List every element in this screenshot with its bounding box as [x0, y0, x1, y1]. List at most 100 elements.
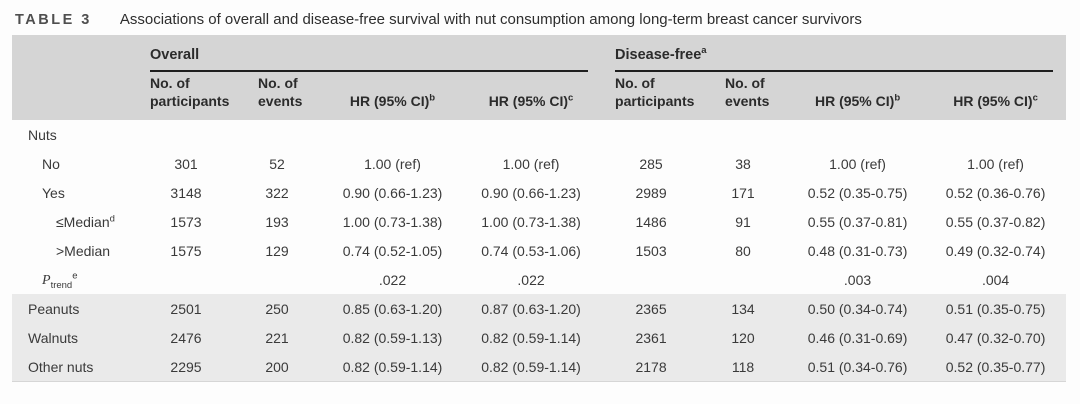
- column-header-df-hr-c: HR (95% CI)c: [925, 72, 1067, 120]
- table-row: Peanuts 2501 250 0.85 (0.63-1.20) 0.87 (0.63…: [12, 294, 1067, 323]
- column-header-overall-hr-b: HR (95% CI)b: [325, 72, 460, 120]
- cell: .022: [517, 271, 545, 288]
- table-row: Ptrende .022 .022 .003 .004: [12, 265, 1066, 294]
- cell: [722, 265, 790, 294]
- cell: 52: [269, 155, 285, 172]
- cell: 118: [722, 352, 791, 382]
- cell: 0.51 (0.34-0.76): [790, 352, 926, 382]
- table-number: TABLE 3: [15, 12, 92, 28]
- cell: 0.47 (0.32-0.70): [925, 323, 1067, 352]
- cell: 0.52 (0.36-0.76): [945, 184, 1046, 201]
- cell: [255, 120, 325, 149]
- row-label: Other nuts: [12, 352, 147, 382]
- row-label-header: [12, 72, 147, 120]
- table-caption: Associations of overall and disease-free…: [119, 11, 862, 28]
- cell: .022: [378, 271, 407, 288]
- cell: 1503: [635, 242, 667, 259]
- cell: [147, 120, 255, 149]
- group-header-disease-free: Disease-freea: [612, 35, 1067, 72]
- cell: [790, 120, 925, 149]
- cell: 1.00 (ref): [967, 155, 1024, 172]
- cell: [612, 120, 722, 149]
- group-label-disease-free: Disease-free: [615, 47, 702, 63]
- row-label: ≤Mediand: [56, 212, 115, 230]
- cell: 0.55 (0.37-0.81): [807, 213, 908, 230]
- row-label: >Median: [56, 242, 111, 259]
- table-row: Yes 3148 322 0.90 (0.66-1.23) 0.90 (0.66-1.2…: [12, 178, 1066, 207]
- column-header-overall-hr-c: HR (95% CI)c: [460, 72, 613, 120]
- cell: 0.52 (0.35-0.75): [807, 184, 908, 201]
- cell: 1.00 (0.73-1.38): [342, 213, 443, 230]
- cell: 2476: [147, 323, 255, 352]
- column-header-df-events: No. of events: [722, 72, 791, 120]
- table-row: Walnuts 2476 221 0.82 (0.59-1.13) 0.82 (0.59…: [12, 323, 1067, 352]
- group-underline: [615, 70, 1054, 72]
- cell: 3148: [170, 184, 202, 201]
- table-body: Nuts No 301 52 1.00 (ref) 1.00 (ref) 285 38 1.00…: [12, 120, 1067, 382]
- cell: 285: [639, 155, 663, 172]
- cell: [325, 120, 460, 149]
- group-label-overall: Overall: [150, 47, 200, 63]
- cell: .004: [981, 271, 1010, 288]
- cell: 0.55 (0.37-0.82): [945, 213, 1046, 230]
- cell: 1.00 (0.73-1.38): [481, 213, 581, 230]
- cell: 0.82 (0.59-1.14): [460, 323, 613, 352]
- cell: 200: [255, 352, 325, 382]
- cell: 2361: [612, 323, 723, 352]
- cell: 0.74 (0.52-1.05): [342, 242, 443, 259]
- table-row: ≤Mediand 1573 193 1.00 (0.73-1.38) 1.00 (0.7…: [12, 207, 1066, 236]
- column-header-df-participants: No. of participants: [612, 72, 723, 120]
- group-footnote-marker: a: [701, 45, 707, 57]
- cell: 301: [174, 155, 198, 172]
- cell: 1.00 (ref): [829, 155, 886, 172]
- cell: 171: [731, 184, 755, 201]
- cell: 2178: [612, 352, 723, 382]
- row-label: Yes: [42, 184, 65, 201]
- cell: 0.90 (0.66-1.23): [481, 184, 581, 201]
- column-header-overall-events: No. of events: [255, 72, 325, 120]
- table-row: Nuts: [12, 120, 1066, 149]
- table-row: >Median 1575 129 0.74 (0.52-1.05) 0.74 (0.53…: [12, 236, 1066, 265]
- cell: 129: [265, 242, 289, 259]
- cell: 0.51 (0.35-0.75): [925, 294, 1067, 323]
- row-label: Ptrende: [42, 269, 78, 291]
- cell: 120: [722, 323, 791, 352]
- cell: .003: [843, 271, 872, 288]
- cell: 0.87 (0.63-1.20): [460, 294, 613, 323]
- cell: [612, 265, 722, 294]
- row-label: Walnuts: [12, 323, 147, 352]
- cell: 250: [255, 294, 325, 323]
- cell: 0.50 (0.34-0.74): [790, 294, 926, 323]
- cell: [255, 265, 325, 294]
- cell: 1486: [635, 213, 667, 230]
- group-underline: [150, 70, 589, 72]
- cell: [925, 120, 1066, 149]
- cell: 0.85 (0.63-1.20): [325, 294, 460, 323]
- group-header-overall: Overall: [147, 35, 613, 72]
- row-label: No: [42, 155, 60, 172]
- cell: 0.82 (0.59-1.14): [460, 352, 613, 382]
- column-header-overall-participants: No. of participants: [147, 72, 255, 120]
- cell: 2295: [147, 352, 255, 382]
- cell: [460, 120, 612, 149]
- cell: 0.82 (0.59-1.14): [325, 352, 460, 382]
- cell: 2365: [612, 294, 723, 323]
- cell: [722, 120, 790, 149]
- row-label: Nuts: [28, 126, 57, 143]
- cell: 221: [255, 323, 325, 352]
- cell: 1573: [170, 213, 202, 230]
- cell: 0.46 (0.31-0.69): [790, 323, 926, 352]
- row-label: Peanuts: [12, 294, 147, 323]
- cell: 0.74 (0.53-1.06): [481, 242, 581, 259]
- cell: 0.49 (0.32-0.74): [945, 242, 1046, 259]
- column-header-df-hr-b: HR (95% CI)b: [790, 72, 926, 120]
- cell: 2501: [147, 294, 255, 323]
- cell: 134: [722, 294, 791, 323]
- cell: 2989: [635, 184, 667, 201]
- cell: 0.48 (0.31-0.73): [807, 242, 908, 259]
- cell: 1575: [170, 242, 202, 259]
- cell: 38: [735, 155, 751, 172]
- corner-cell: [12, 35, 147, 72]
- cell: 80: [735, 242, 751, 259]
